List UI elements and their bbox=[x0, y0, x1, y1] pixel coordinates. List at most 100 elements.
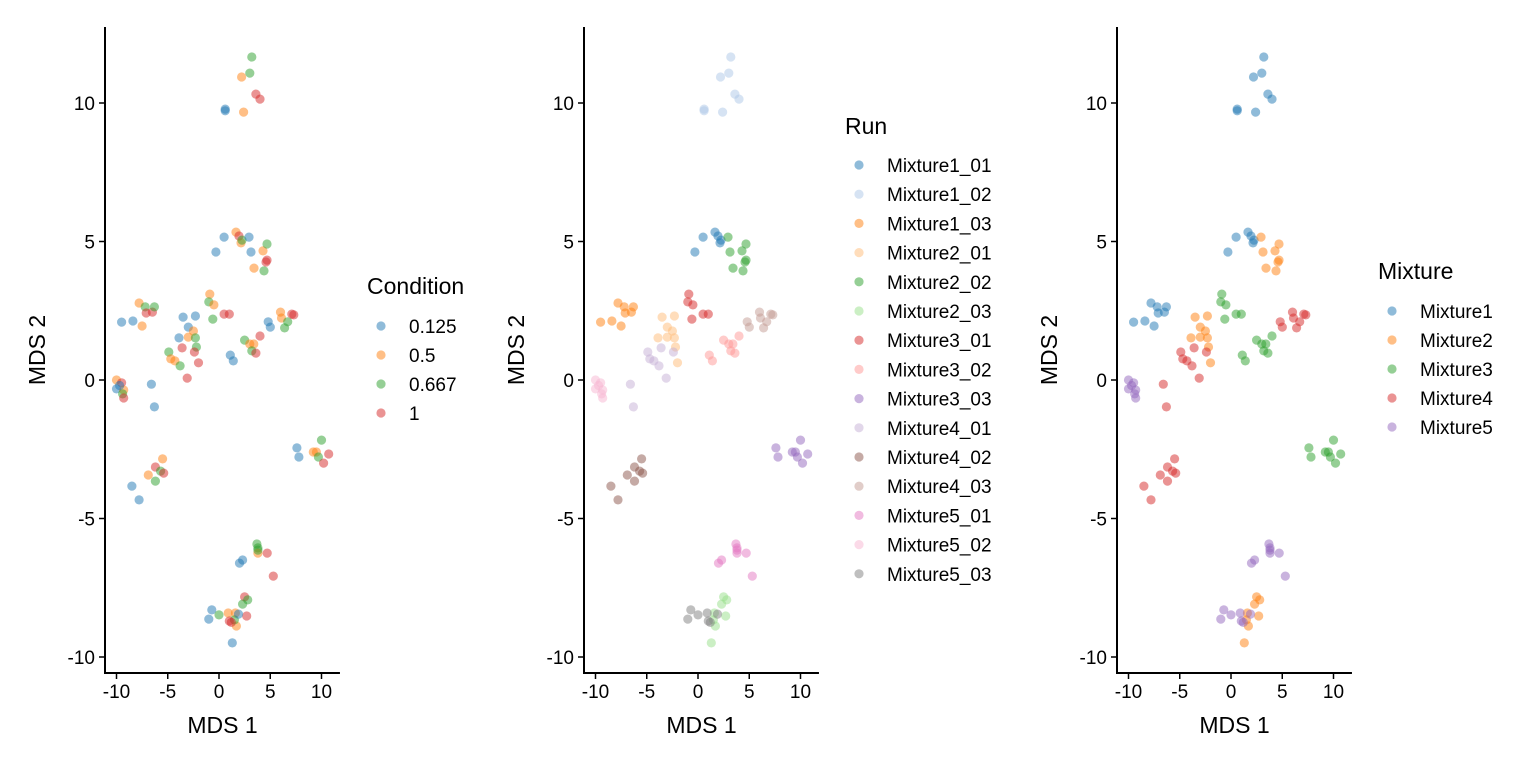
data-point bbox=[255, 94, 265, 104]
y-tick-label: -10 bbox=[547, 648, 574, 669]
legend-item: Mixture3 bbox=[1387, 360, 1493, 381]
legend-item: Mixture1_03 bbox=[854, 214, 992, 235]
data-point bbox=[1223, 247, 1233, 257]
data-point bbox=[1176, 347, 1186, 357]
data-point bbox=[654, 361, 664, 371]
legend-item: Mixture3_01 bbox=[854, 331, 992, 352]
data-point bbox=[702, 608, 712, 618]
data-point bbox=[214, 610, 224, 620]
legend-item: 0.5 bbox=[376, 346, 435, 367]
data-point bbox=[661, 373, 671, 383]
data-point bbox=[718, 107, 728, 117]
legend-item: Mixture3_02 bbox=[854, 360, 992, 381]
data-point bbox=[717, 555, 727, 565]
legend-item: 0.125 bbox=[376, 317, 457, 338]
x-tick-label: -10 bbox=[582, 682, 609, 703]
legend-label: Mixture4_01 bbox=[887, 419, 992, 440]
data-point bbox=[732, 545, 742, 555]
data-point bbox=[734, 94, 744, 104]
y-tick-label: 0 bbox=[563, 371, 574, 392]
data-point bbox=[1239, 638, 1249, 648]
data-point bbox=[706, 638, 716, 648]
legend-title: Run bbox=[845, 113, 887, 139]
y-tick-label: 5 bbox=[1096, 233, 1107, 254]
legend-item: 0.667 bbox=[376, 375, 457, 396]
legend-label: Mixture4_03 bbox=[887, 477, 992, 498]
legend-item: Mixture5 bbox=[1387, 418, 1493, 439]
data-point bbox=[219, 232, 229, 242]
data-point bbox=[289, 310, 299, 320]
legend-label: 0.667 bbox=[409, 375, 457, 396]
data-point bbox=[183, 332, 193, 342]
data-point bbox=[188, 326, 198, 336]
data-point bbox=[1236, 309, 1246, 319]
data-point bbox=[1240, 356, 1250, 366]
x-tick-label: 10 bbox=[1323, 682, 1344, 703]
legend-swatch bbox=[854, 394, 864, 404]
legend-label: Mixture2_03 bbox=[887, 302, 992, 323]
data-point bbox=[1149, 321, 1159, 331]
data-point bbox=[667, 326, 678, 336]
data-point bbox=[1195, 332, 1205, 342]
legend-swatch bbox=[854, 540, 864, 550]
data-point bbox=[1330, 458, 1341, 468]
legend-item: 1 bbox=[376, 404, 420, 425]
data-point bbox=[744, 322, 754, 332]
legend-label: Mixture2_01 bbox=[887, 244, 992, 265]
data-point bbox=[1200, 326, 1210, 336]
data-point bbox=[703, 309, 713, 319]
legend-swatch bbox=[854, 306, 864, 316]
data-point bbox=[1248, 72, 1259, 82]
x-tick-label: 5 bbox=[265, 682, 276, 703]
data-point bbox=[1146, 495, 1156, 505]
data-point bbox=[223, 608, 233, 618]
data-point bbox=[721, 611, 731, 621]
data-point bbox=[1261, 263, 1271, 273]
data-point bbox=[242, 611, 252, 621]
legend-label: Mixture1_02 bbox=[887, 185, 992, 206]
data-point bbox=[115, 380, 125, 391]
data-point bbox=[1220, 314, 1230, 324]
data-point bbox=[668, 347, 679, 357]
data-point bbox=[705, 617, 715, 628]
data-point bbox=[1292, 323, 1302, 333]
data-point bbox=[684, 289, 694, 299]
data-point bbox=[628, 302, 639, 312]
data-point bbox=[803, 449, 813, 459]
legend-label: Mixture1_03 bbox=[887, 214, 992, 235]
data-point bbox=[1127, 380, 1137, 391]
y-tick-label: 5 bbox=[84, 233, 95, 254]
data-point bbox=[1259, 52, 1269, 62]
data-point bbox=[227, 638, 237, 648]
data-point bbox=[246, 247, 256, 257]
data-point bbox=[249, 339, 259, 349]
legend-swatch bbox=[1387, 422, 1397, 432]
data-point bbox=[771, 443, 781, 453]
data-point bbox=[280, 323, 290, 333]
y-tick-label: 10 bbox=[1086, 94, 1107, 115]
data-point bbox=[1254, 611, 1264, 621]
legend-swatch bbox=[854, 510, 864, 520]
y-tick-label: 10 bbox=[553, 94, 574, 115]
data-point bbox=[656, 343, 666, 353]
x-axis-label: MDS 1 bbox=[187, 712, 257, 738]
data-point bbox=[1271, 266, 1281, 276]
data-point bbox=[1238, 617, 1248, 628]
legend-item: Mixture1 bbox=[1387, 302, 1493, 323]
y-tick-label: -10 bbox=[68, 648, 95, 669]
y-tick-label: 5 bbox=[563, 233, 574, 254]
legend-label: Mixture2 bbox=[1420, 331, 1493, 352]
legend-label: 0.125 bbox=[409, 317, 457, 338]
data-point bbox=[1170, 454, 1180, 464]
data-point bbox=[319, 458, 329, 468]
legend-swatch bbox=[1387, 364, 1397, 374]
data-point bbox=[1202, 333, 1212, 343]
data-point bbox=[712, 609, 723, 619]
legend-item: Mixture5_01 bbox=[854, 506, 992, 527]
data-point bbox=[669, 333, 680, 343]
data-point bbox=[189, 347, 199, 357]
data-point bbox=[244, 232, 254, 242]
legend-swatch bbox=[1387, 306, 1397, 316]
